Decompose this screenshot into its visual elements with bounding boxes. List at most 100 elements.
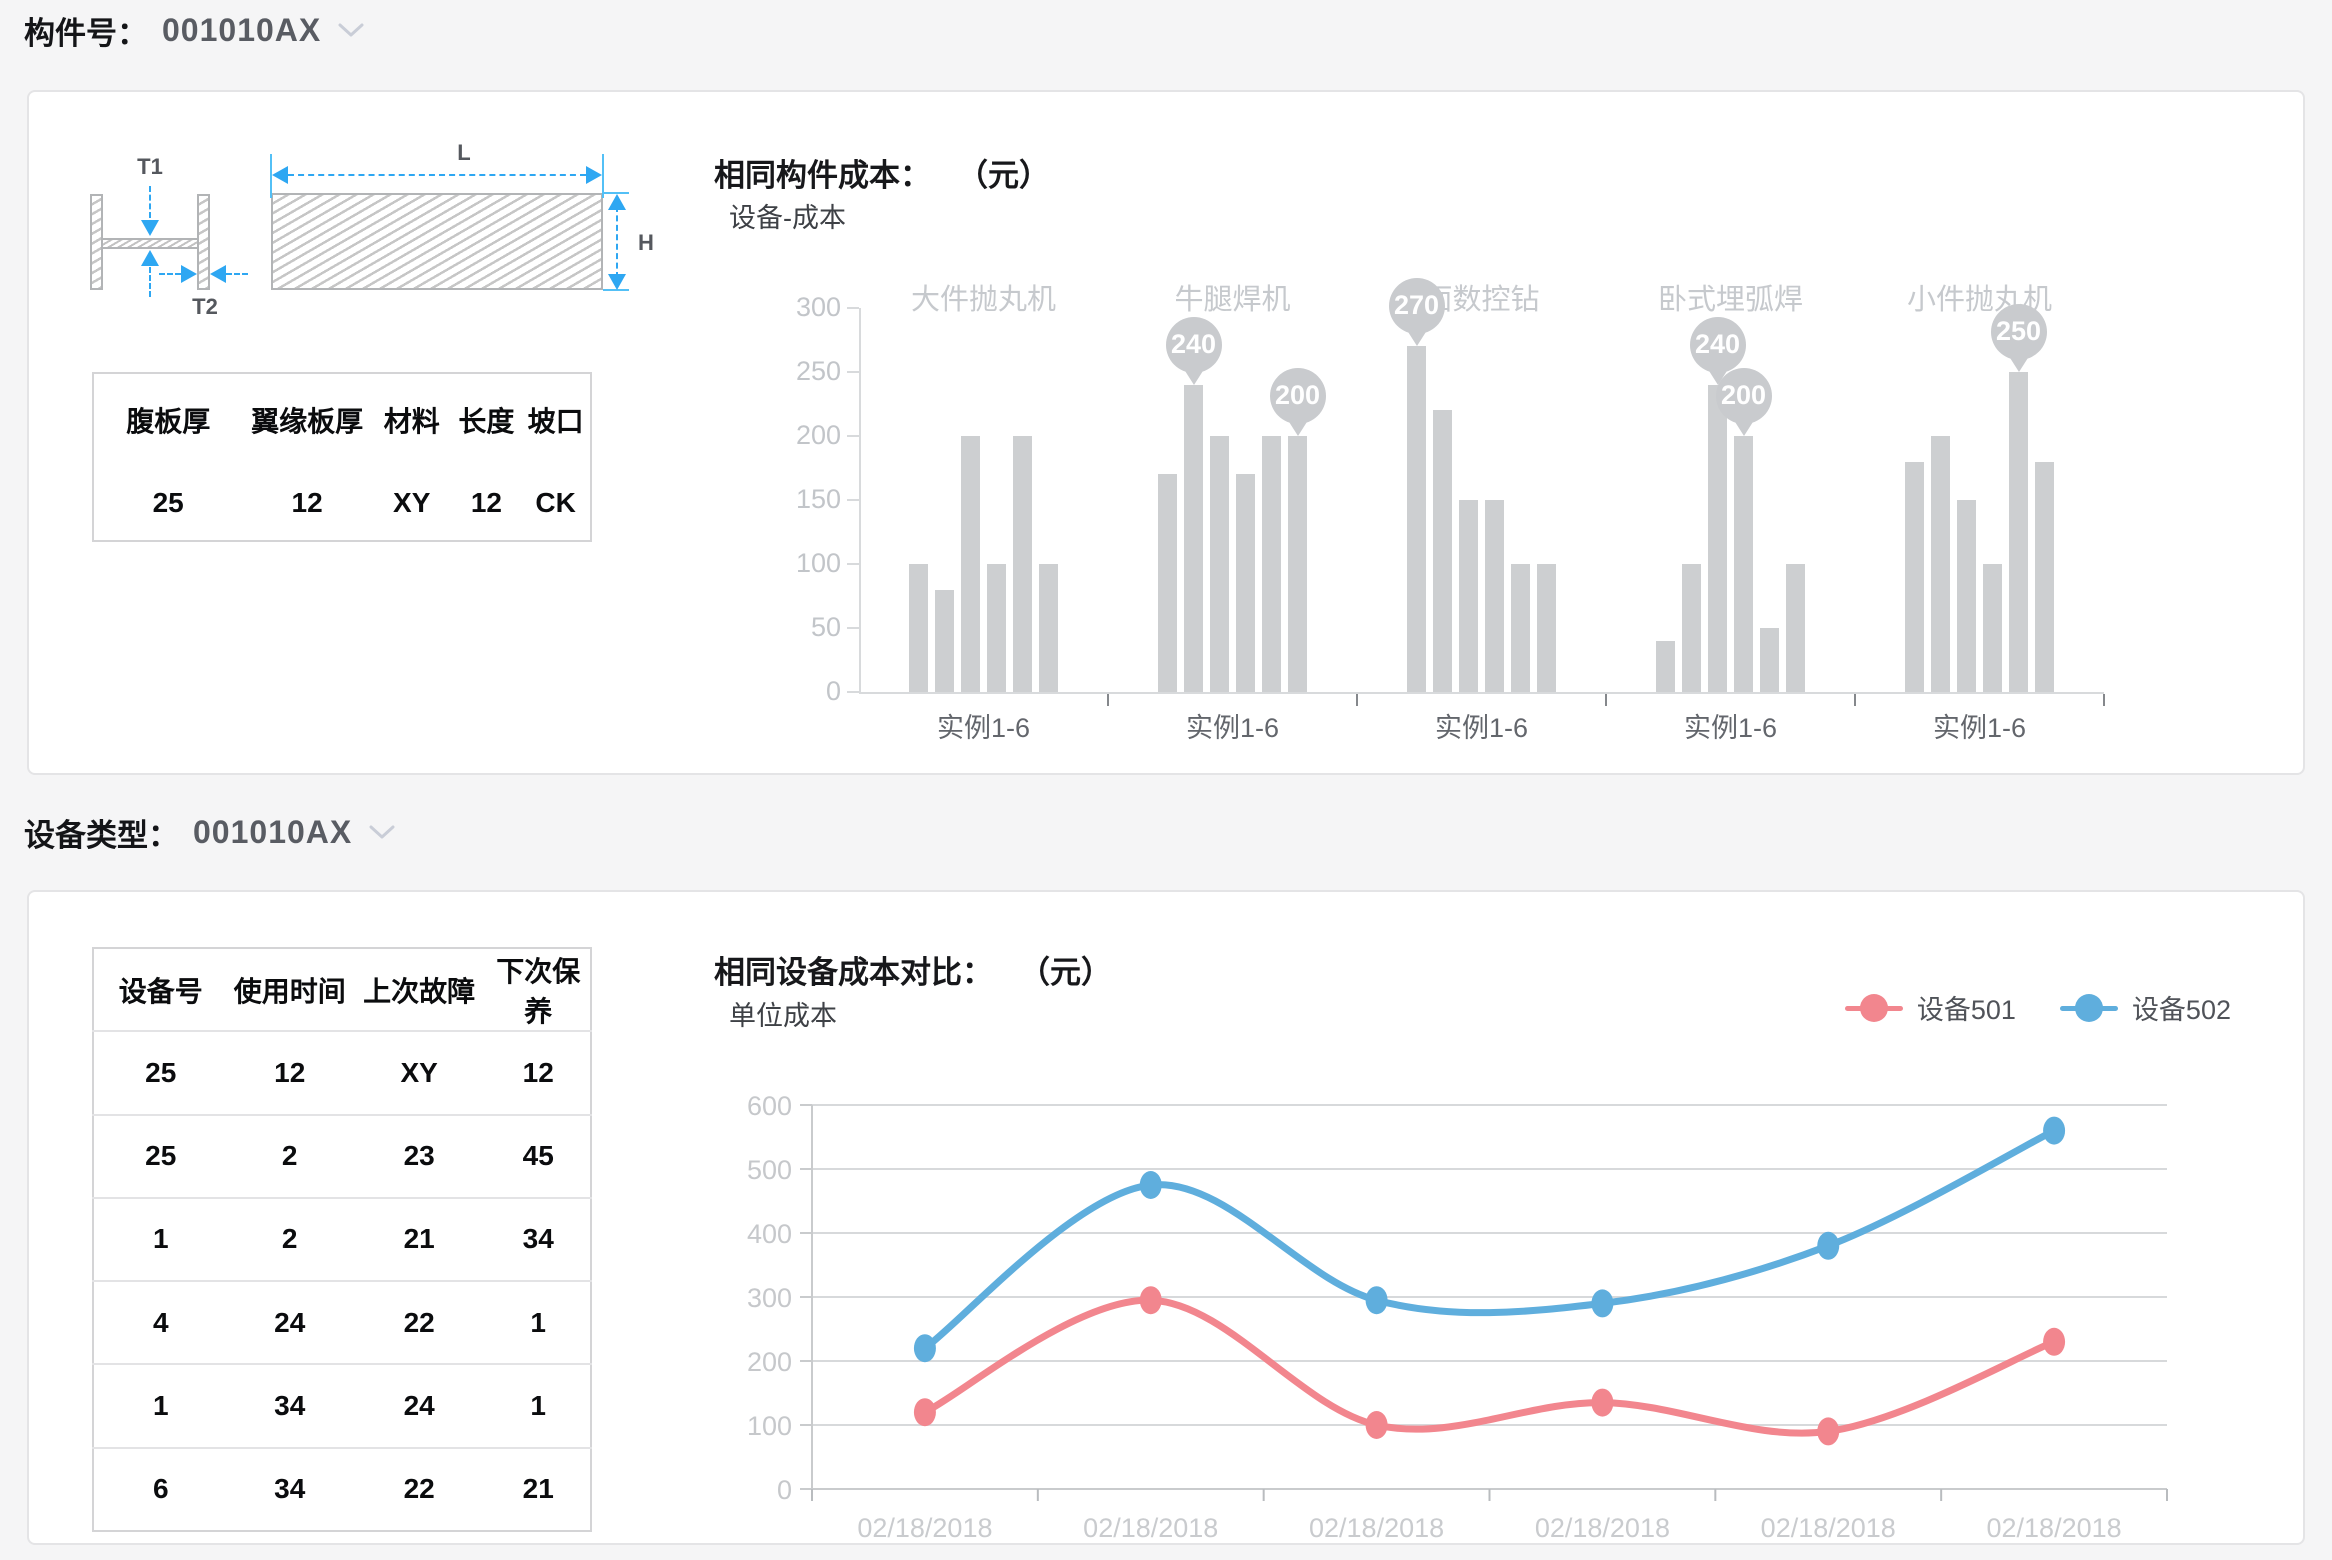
table-cell: XY bbox=[400, 1056, 438, 1088]
table-row: 6 34 22 21 bbox=[93, 1447, 591, 1531]
data-point bbox=[1591, 1388, 1614, 1417]
y-axis-label: 400 bbox=[747, 1219, 792, 1249]
table-row: 4 24 22 1 bbox=[93, 1281, 591, 1364]
legend-item-设备502[interactable]: 设备502 bbox=[2059, 988, 2231, 1027]
table-cell: 12 bbox=[522, 1056, 554, 1088]
data-point bbox=[1817, 1417, 1840, 1446]
t1-arrow-up-icon bbox=[141, 250, 159, 266]
y-axis-label: 50 bbox=[810, 612, 841, 642]
line-series-设备502 bbox=[921, 1127, 2058, 1352]
y-axis-tick bbox=[847, 307, 859, 309]
legend-item-设备501[interactable]: 设备501 bbox=[1844, 988, 2016, 1027]
column-header: 上次故障 bbox=[363, 975, 476, 1007]
bar-group-label: 牛腿焊机 bbox=[1174, 284, 1291, 316]
bar-group-label: 小件抛丸机 bbox=[1906, 284, 2052, 316]
x-axis-boundary-tick bbox=[1107, 694, 1109, 706]
x-axis-label: 02/18/2018 bbox=[1083, 1513, 1218, 1543]
dim-label-l: L bbox=[457, 140, 471, 165]
bar bbox=[961, 436, 980, 692]
data-point bbox=[1139, 1286, 1162, 1315]
bar bbox=[909, 564, 928, 692]
equipment-selector-value[interactable]: 001010AX bbox=[193, 813, 353, 850]
column-header: 翼缘板厚 bbox=[251, 406, 364, 438]
bar-group-label: 大件抛丸机 bbox=[910, 284, 1056, 316]
line-chart-title-text: 相同设备成本对比： bbox=[714, 955, 993, 990]
bar bbox=[1013, 436, 1032, 692]
legend-label: 设备502 bbox=[2131, 995, 2231, 1025]
cost-bar-chart: 0 50 100 150 200 250 300 大件抛丸机 实例1-6 牛腿焊机 实例1-6 面数控… bbox=[29, 92, 2307, 777]
column-header: 坡口 bbox=[527, 406, 584, 438]
t2-arrow-left-icon bbox=[210, 265, 226, 283]
component-selector-value[interactable]: 001010AX bbox=[162, 11, 322, 48]
dim-label-t1: T1 bbox=[137, 154, 163, 179]
bar bbox=[1210, 436, 1229, 692]
x-axis-label: 02/18/2018 bbox=[1309, 1513, 1444, 1543]
x-axis-boundary-tick bbox=[1356, 694, 1358, 706]
x-axis-boundary-tick bbox=[1854, 694, 1856, 706]
value-callout: 270 bbox=[1388, 278, 1445, 346]
dim-label-h: H bbox=[638, 230, 654, 255]
bar bbox=[1184, 385, 1203, 692]
column-header: 长度 bbox=[458, 406, 515, 438]
t1-dim-line bbox=[149, 186, 151, 218]
equipment-selector-label: 设备类型： bbox=[24, 817, 179, 853]
bar bbox=[1760, 628, 1779, 692]
x-axis-boundary-tick bbox=[2103, 694, 2105, 706]
h-dim-line bbox=[616, 206, 618, 278]
bar bbox=[1407, 346, 1426, 692]
bar bbox=[987, 564, 1006, 692]
t2-arrow-right-icon bbox=[181, 265, 197, 283]
bar-chart-title-text: 相同构件成本： bbox=[714, 158, 931, 193]
l-dim-line bbox=[288, 174, 586, 176]
chevron-down-icon[interactable] bbox=[368, 824, 396, 840]
x-axis-label: 02/18/2018 bbox=[1535, 1513, 1670, 1543]
dim-label-t2: T2 bbox=[192, 294, 218, 319]
chevron-down-icon[interactable] bbox=[337, 22, 365, 38]
column-header: 使用时间 bbox=[233, 975, 346, 1007]
table-cell: 34 bbox=[522, 1223, 554, 1255]
bar bbox=[2009, 372, 2028, 692]
table-cell: 25 bbox=[145, 1056, 177, 1088]
bar-chart-title: 相同构件成本： （元） bbox=[714, 150, 1050, 195]
bar bbox=[1786, 564, 1805, 692]
table-cell: CK bbox=[535, 487, 576, 519]
table-cell: 2 bbox=[281, 1223, 298, 1255]
t2-dim-line-left bbox=[159, 273, 181, 275]
table-cell: 21 bbox=[522, 1473, 554, 1505]
table-cell: 45 bbox=[522, 1140, 554, 1172]
table-cell: 34 bbox=[274, 1473, 306, 1505]
y-axis-label: 250 bbox=[795, 356, 841, 386]
y-axis-label: 100 bbox=[747, 1411, 792, 1441]
bar bbox=[1708, 385, 1727, 692]
x-axis-label: 实例1-6 bbox=[1683, 713, 1778, 743]
bar bbox=[1433, 410, 1452, 692]
value-callout: 240 bbox=[1165, 317, 1222, 385]
legend-label: 设备501 bbox=[1916, 995, 2016, 1025]
table-cell: 25 bbox=[145, 1140, 177, 1172]
y-axis-label: 200 bbox=[795, 420, 841, 450]
table-cell: 12 bbox=[470, 487, 502, 519]
equipment-table: 设备号 使用时间 上次故障 下次保养 25 12 XY 12 25 2 23 45 1 2 21 34 4 24 2… bbox=[92, 947, 592, 1532]
bar bbox=[1734, 436, 1753, 692]
bar bbox=[1158, 474, 1177, 692]
l-extension-left bbox=[270, 154, 272, 198]
equipment-type-selector[interactable]: 设备类型： 001010AX bbox=[24, 808, 396, 856]
data-point bbox=[1365, 1286, 1388, 1315]
bar bbox=[1983, 564, 2002, 692]
table-cell: 1 bbox=[152, 1223, 169, 1255]
bar-chart-subtitle: 设备-成本 bbox=[729, 203, 846, 233]
y-axis-tick bbox=[847, 563, 859, 565]
table-cell: 12 bbox=[274, 1056, 306, 1088]
bar bbox=[1236, 474, 1255, 692]
y-axis-label: 300 bbox=[747, 1283, 792, 1313]
bar bbox=[935, 590, 954, 692]
h-extension-bottom bbox=[603, 289, 629, 291]
component-selector[interactable]: 构件号： 001010AX bbox=[24, 6, 365, 54]
hbeam-right-flange bbox=[197, 194, 210, 290]
bar bbox=[1459, 500, 1478, 692]
table-cell: 22 bbox=[403, 1473, 435, 1505]
data-point bbox=[2043, 1116, 2066, 1145]
value-callout: 200 bbox=[1715, 368, 1772, 436]
bar bbox=[2035, 462, 2054, 692]
line-chart-legend: 设备501 设备502 bbox=[1844, 988, 2231, 1027]
